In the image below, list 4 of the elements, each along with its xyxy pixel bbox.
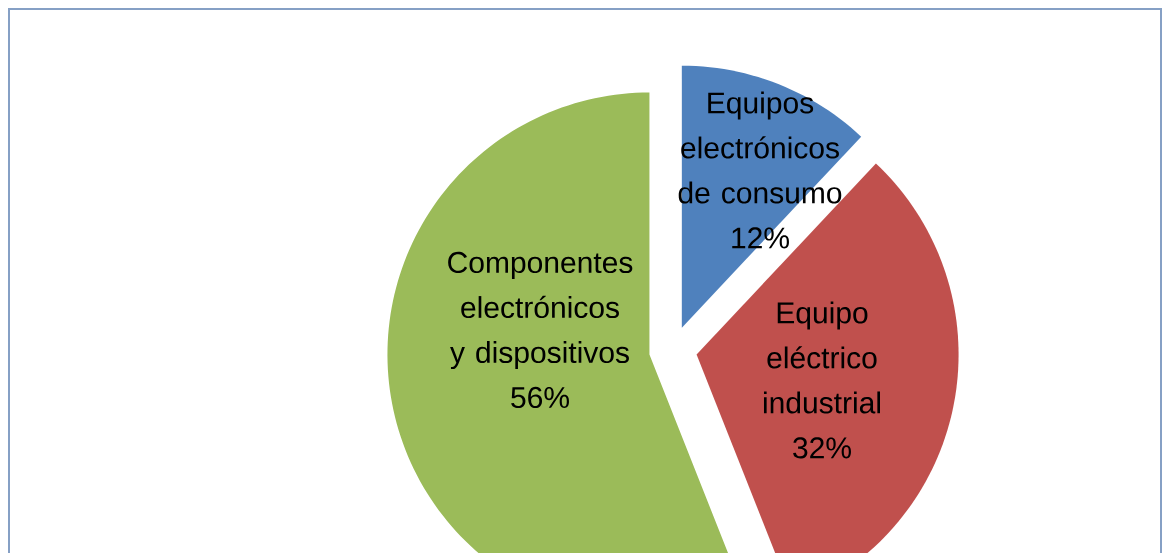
slice-label: Equipo eléctrico industrial bbox=[763, 301, 880, 414]
slice-label: Componentes electrónicos y dispositivos bbox=[448, 251, 633, 370]
data-label: 56% bbox=[511, 386, 569, 409]
data-label: 32% bbox=[793, 437, 851, 459]
